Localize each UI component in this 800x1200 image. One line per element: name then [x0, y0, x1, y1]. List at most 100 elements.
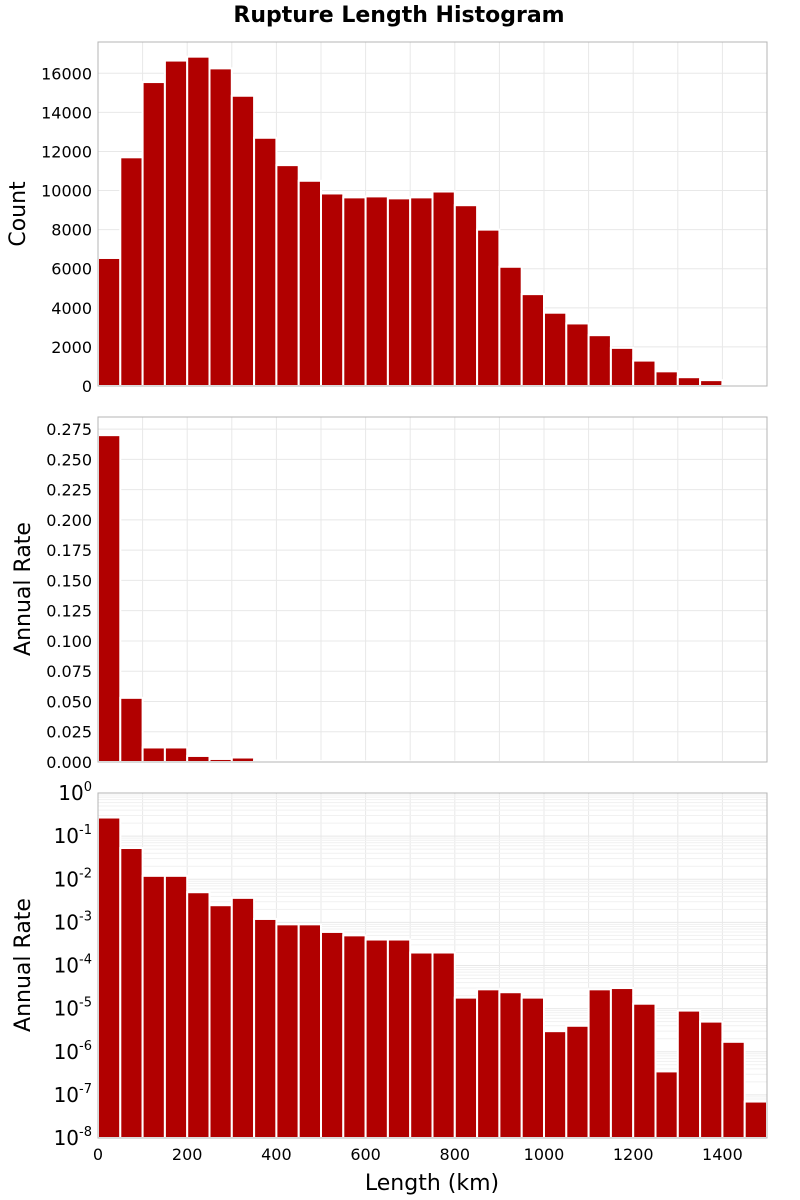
count-bar: [476, 228, 501, 387]
count-bar: [498, 265, 523, 388]
rate-linear-y-tick-label: 0.100: [46, 632, 92, 651]
count-bar: [230, 94, 256, 387]
count-y-tick-label: 10000: [41, 182, 92, 201]
count-bar: [587, 334, 612, 388]
rate-log-bar: [476, 988, 501, 1139]
rate-linear-bar: [141, 746, 166, 764]
count-bar: [186, 55, 211, 388]
count-y-tick-label: 14000: [41, 103, 92, 122]
rate-linear-y-tick-label: 0.250: [46, 450, 92, 469]
count-panel-y-axis-label: Count: [6, 181, 31, 247]
rate-log-bar: [253, 917, 278, 1140]
count-bar: [699, 379, 724, 387]
rate-linear-y-tick-label: 0.075: [46, 662, 92, 681]
rate-log-bar: [119, 847, 144, 1140]
rate-log-x-tick-label: 600: [350, 1145, 381, 1164]
rate-log-x-tick-label: 1200: [613, 1145, 654, 1164]
count-bar: [253, 136, 278, 387]
rate-log-y-tick-label: 10-6: [54, 1039, 92, 1064]
annual-rate-linear-panel: 0.000 0.025 0.050 0.075 0.100 0.125 0.150 0.175…: [46, 416, 769, 772]
rate-log-bar: [208, 904, 233, 1140]
rate-log-panel-y-axis-label: Annual Rate: [11, 898, 36, 1032]
rate-log-bar: [97, 816, 122, 1140]
rate-log-bar: [320, 930, 345, 1139]
rate-log-bar: [654, 1070, 679, 1140]
rate-log-bar: [163, 874, 189, 1140]
rate-log-bar: [721, 1040, 746, 1139]
count-bar: [431, 190, 456, 387]
rate-log-bar: [699, 1020, 724, 1140]
count-bar: [208, 67, 233, 388]
count-bar: [520, 293, 546, 387]
rate-log-bar: [609, 987, 635, 1139]
rate-log-x-tick-label: 200: [172, 1145, 203, 1164]
count-bar: [141, 81, 166, 388]
count-panel: 0 2000 4000 6000 8000 10000 12000 14000 16000: [41, 41, 769, 396]
rate-log-y-tick-label: 10-5: [54, 996, 92, 1021]
count-y-tick-label: 16000: [41, 64, 92, 83]
count-bar: [543, 311, 568, 388]
rate-log-y-tick-label: 10-4: [54, 953, 92, 978]
rate-log-bar: [743, 1100, 769, 1140]
count-bar: [632, 359, 657, 388]
count-bar: [163, 59, 189, 388]
rate-linear-y-tick-label: 0.050: [46, 692, 92, 711]
rate-log-bar: [364, 938, 389, 1139]
rate-log-bar: [543, 1030, 568, 1140]
rate-linear-bar: [186, 754, 211, 764]
rate-linear-y-tick-label: 0.000: [46, 753, 92, 772]
chart-title: Rupture Length Histogram: [233, 3, 564, 28]
rate-log-y-tick-label: 10-8: [54, 1125, 92, 1150]
rate-linear-bar: [230, 756, 256, 764]
count-bar: [297, 179, 323, 387]
count-bar: [654, 370, 679, 388]
count-bar: [320, 192, 345, 387]
rate-linear-panel-y-axis-label: Annual Rate: [11, 522, 36, 656]
rate-log-y-tick-label: 10-1: [54, 823, 92, 848]
rate-linear-y-tick-label: 0.175: [46, 541, 92, 560]
rate-linear-y-tick-label: 0.025: [46, 723, 92, 742]
rate-log-bar: [342, 934, 367, 1140]
rate-log-x-tick-label: 1400: [702, 1145, 743, 1164]
count-bar: [364, 195, 389, 387]
rate-log-x-tick-label: 1000: [524, 1145, 565, 1164]
x-axis-label: Length (km): [365, 1171, 499, 1196]
count-bar: [676, 376, 702, 388]
count-bar: [97, 256, 122, 387]
rate-log-plot-frame: [97, 792, 768, 1139]
count-y-tick-label: 12000: [41, 142, 92, 161]
rate-log-bar: [587, 988, 612, 1139]
rate-linear-bar: [163, 746, 189, 764]
rate-linear-plot-frame: [97, 416, 768, 763]
rate-log-bar: [632, 1002, 657, 1139]
rate-log-bar: [498, 991, 523, 1139]
rate-log-bar: [409, 951, 434, 1139]
rate-log-y-tick-label: 10-2: [54, 866, 92, 891]
count-bar: [609, 346, 635, 387]
rate-linear-y-tick-label: 0.125: [46, 602, 92, 621]
count-bar: [565, 322, 590, 388]
rate-linear-bar: [97, 434, 122, 763]
rate-log-y-tick-label: 10-7: [54, 1082, 92, 1107]
count-y-tick-label: 6000: [51, 260, 92, 279]
rate-linear-y-tick-label: 0.225: [46, 481, 92, 500]
rate-log-y-tick-label: 100: [58, 780, 92, 805]
rate-linear-y-tick-label: 0.150: [46, 571, 92, 590]
rate-log-bar: [230, 896, 256, 1139]
rate-log-x-tick-label: 800: [440, 1145, 471, 1164]
rate-log-x-tick-label: 400: [261, 1145, 292, 1164]
rate-log-bar: [297, 923, 323, 1139]
rate-log-bar: [676, 1009, 702, 1139]
rate-log-bar: [565, 1024, 590, 1139]
count-bar: [409, 196, 434, 387]
rate-log-bar: [186, 891, 211, 1140]
rate-linear-y-tick-label: 0.275: [46, 420, 92, 439]
rate-log-bar: [520, 996, 546, 1140]
count-y-tick-label: 8000: [51, 221, 92, 240]
count-y-tick-label: 4000: [51, 299, 92, 318]
rate-log-bar: [431, 951, 456, 1139]
rate-log-bar: [453, 996, 479, 1140]
count-bar: [453, 204, 479, 387]
